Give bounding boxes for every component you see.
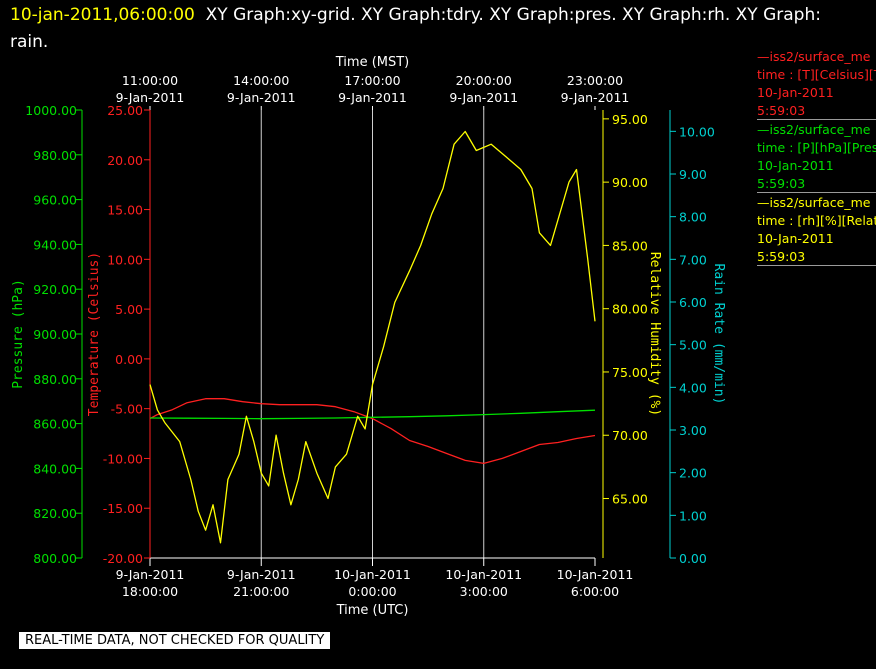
temperature-tick-label: -15.00 <box>103 501 143 516</box>
pressure-tick-label: 940.00 <box>33 237 77 252</box>
temperature-tick-label: -20.00 <box>103 551 143 566</box>
legend-label: time : [rh][%][Relati <box>757 213 876 228</box>
rain-tick-label: 2.00 <box>679 466 707 481</box>
x-tick-label: 10-Jan-2011 <box>334 567 411 582</box>
humidity-tick-label: 95.00 <box>612 112 648 127</box>
legend-label: time : [P][hPa][Pres <box>757 140 876 155</box>
legend-entry-humidity: —iss2/surface_me time : [rh][%][Relati 1… <box>757 194 876 266</box>
legend-line: —iss2/surface_me <box>757 195 871 210</box>
x-tick-label: 6:00:00 <box>571 584 619 599</box>
temperature-tick-label: 5.00 <box>115 302 143 317</box>
x-tick-label: 3:00:00 <box>460 584 508 599</box>
x2-tick-label: 9-Jan-2011 <box>116 90 185 105</box>
x2-tick-label: 14:00:00 <box>233 73 289 88</box>
legend-label: time : [T][Celsius][T <box>757 67 876 82</box>
rain-tick-label: 4.00 <box>679 380 707 395</box>
temperature-series-line <box>149 398 596 465</box>
rain-tick-label: 3.00 <box>679 423 707 438</box>
graph-title: XY Graph:xy-grid. XY Graph:tdry. XY Grap… <box>10 5 821 52</box>
temperature-axis-title: Temperature (Celsius) <box>87 252 102 416</box>
temperature-tick-label: 10.00 <box>107 252 143 267</box>
rain-tick-label: 10.00 <box>679 124 715 139</box>
pressure-tick-label: 900.00 <box>33 327 77 342</box>
legend-entry-pressure: —iss2/surface_me time : [P][hPa][Pres 10… <box>757 121 876 193</box>
pressure-tick-label: 880.00 <box>33 372 77 387</box>
x-axis-label: Time (UTC) <box>336 603 409 618</box>
x2-tick-label: 9-Jan-2011 <box>561 90 630 105</box>
rain-tick-label: 0.00 <box>679 551 707 566</box>
legend-divider <box>757 192 876 193</box>
legend-time: 5:59:03 <box>757 249 806 264</box>
humidity-tick-label: 80.00 <box>612 302 648 317</box>
x-tick-label: 9-Jan-2011 <box>116 567 185 582</box>
rain-tick-label: 8.00 <box>679 210 707 225</box>
pressure-tick-label: 980.00 <box>33 148 77 163</box>
x2-tick-label: 20:00:00 <box>456 73 512 88</box>
legend-divider <box>757 265 876 266</box>
temperature-tick-label: 15.00 <box>107 203 143 218</box>
humidity-tick-label: 90.00 <box>612 175 648 190</box>
humidity-tick-label: 85.00 <box>612 238 648 253</box>
rain-tick-label: 5.00 <box>679 338 707 353</box>
legend-time: 5:59:03 <box>757 103 806 118</box>
rain-tick-label: 1.00 <box>679 508 707 523</box>
pressure-tick-label: 840.00 <box>33 461 77 476</box>
rain-tick-label: 7.00 <box>679 252 707 267</box>
x-tick-label: 18:00:00 <box>122 584 178 599</box>
temperature-tick-label: 20.00 <box>107 153 143 168</box>
x2-axis-label: Time (MST) <box>335 55 410 70</box>
timestamp: 10-jan-2011,06:00:00 <box>10 5 195 25</box>
temperature-tick-label: 0.00 <box>115 352 143 367</box>
legend-date: 10-Jan-2011 <box>757 85 834 100</box>
legend-time: 5:59:03 <box>757 176 806 191</box>
humidity-tick-label: 75.00 <box>612 365 648 380</box>
legend-date: 10-Jan-2011 <box>757 158 834 173</box>
temperature-tick-label: 25.00 <box>107 103 143 118</box>
x-tick-label: 9-Jan-2011 <box>227 567 296 582</box>
pressure-axis-title: Pressure (hPa) <box>11 279 26 389</box>
pressure-tick-label: 820.00 <box>33 506 77 521</box>
humidity-axis-title: Relative Humidity (%) <box>647 252 662 416</box>
x-tick-label: 21:00:00 <box>233 584 289 599</box>
pressure-tick-label: 920.00 <box>33 282 77 297</box>
quality-notice: REAL-TIME DATA, NOT CHECKED FOR QUALITY <box>19 632 331 649</box>
pressure-tick-label: 800.00 <box>33 551 77 566</box>
legend-line: —iss2/surface_me <box>757 122 871 137</box>
rain-tick-label: 9.00 <box>679 167 707 182</box>
humidity-series-line <box>149 130 596 544</box>
x-tick-label: 0:00:00 <box>348 584 396 599</box>
legend-entry-temperature: —iss2/surface_me time : [T][Celsius][T 1… <box>757 48 876 120</box>
legend-divider <box>757 119 876 120</box>
x2-tick-label: 9-Jan-2011 <box>449 90 518 105</box>
rain-axis-title: Rain Rate (mm/min) <box>711 264 726 405</box>
humidity-tick-label: 70.00 <box>612 428 648 443</box>
x2-tick-label: 9-Jan-2011 <box>338 90 407 105</box>
x-tick-label: 10-Jan-2011 <box>445 567 522 582</box>
x2-tick-label: 9-Jan-2011 <box>227 90 296 105</box>
legend-date: 10-Jan-2011 <box>757 231 834 246</box>
humidity-tick-label: 65.00 <box>612 492 648 507</box>
legend-line: —iss2/surface_me <box>757 49 871 64</box>
pressure-tick-label: 960.00 <box>33 193 77 208</box>
pressure-tick-label: 1000.00 <box>25 103 77 118</box>
x2-tick-label: 17:00:00 <box>344 73 400 88</box>
x2-tick-label: 11:00:00 <box>122 73 178 88</box>
pressure-tick-label: 860.00 <box>33 417 77 432</box>
temperature-tick-label: -5.00 <box>111 402 143 417</box>
x-tick-label: 10-Jan-2011 <box>557 567 634 582</box>
pressure-series-line <box>149 409 596 420</box>
rain-tick-label: 6.00 <box>679 295 707 310</box>
page-title: 10-jan-2011,06:00:00 XY Graph:xy-grid. X… <box>10 2 860 56</box>
temperature-tick-label: -10.00 <box>103 451 143 466</box>
x2-tick-label: 23:00:00 <box>567 73 623 88</box>
